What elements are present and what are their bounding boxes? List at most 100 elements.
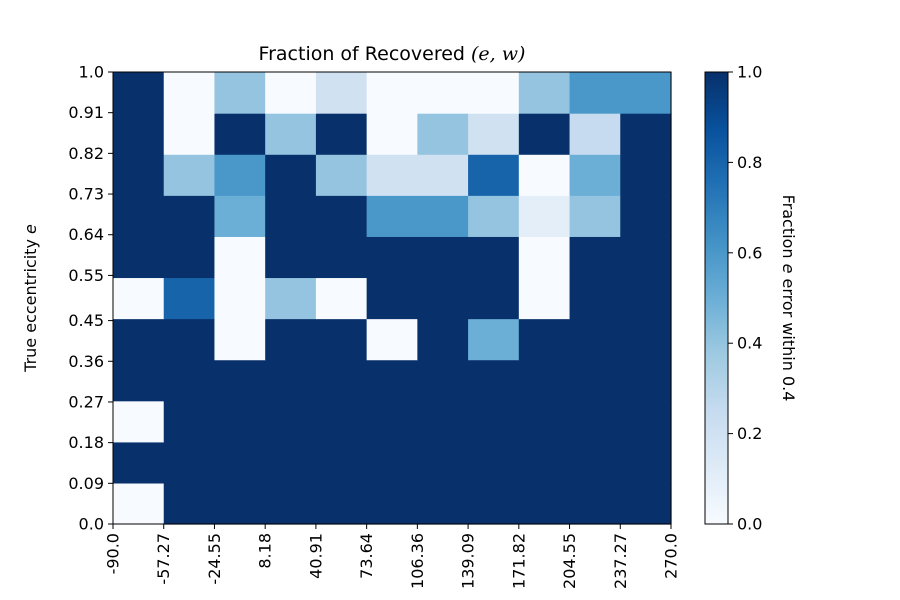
heatmap-cell-r10-c7 (468, 72, 520, 114)
heatmap-cell-r10-c4 (315, 72, 368, 114)
heatmap-cell-r9-c10 (620, 113, 672, 155)
y-axis-label-prefix: True eccentricity (21, 234, 40, 373)
heatmap-cell-r9-c9 (569, 113, 621, 155)
heatmap-cell-r6-c10 (620, 236, 672, 279)
heatmap-cell-r9-c3 (265, 113, 317, 155)
heatmap-cell-r2-c3 (265, 400, 317, 443)
heatmap-cell-r0-c3 (265, 482, 317, 525)
heatmap-cell-r0-c7 (468, 482, 520, 525)
colorbar-tick-label: 0.2 (737, 424, 762, 443)
heatmap-cell-r9-c6 (417, 113, 469, 155)
heatmap-cell-r4-c1 (163, 318, 216, 361)
heatmap-cell-r3-c3 (265, 359, 317, 402)
heatmap-cell-r10-c0 (113, 72, 165, 114)
heatmap-cell-r7-c2 (214, 195, 266, 237)
heatmap-cell-r6-c7 (468, 236, 520, 279)
heatmap-cell-r5-c3 (265, 277, 317, 320)
heatmap-cell-r4-c4 (315, 318, 368, 361)
y-tick-label: 0.45 (68, 311, 104, 330)
y-tick-label: 0.27 (68, 392, 104, 411)
heatmap-cell-r1-c8 (518, 441, 571, 484)
heatmap-cell-r0-c5 (366, 482, 418, 525)
plot-frame (112, 71, 672, 525)
heatmap-cell-r0-c8 (518, 482, 571, 525)
heatmap-cell-r5-c10 (620, 277, 672, 320)
heatmap-cell-r3-c1 (163, 359, 216, 402)
colorbar-tick-label: 0.8 (737, 153, 762, 172)
heatmap-cell-r3-c6 (417, 359, 469, 402)
heatmap-cell-r6-c4 (315, 236, 368, 279)
heatmap-cell-r3-c10 (620, 359, 672, 402)
heatmap-cell-r1-c6 (417, 441, 469, 484)
heatmap-cell-r6-c0 (113, 236, 165, 279)
heatmap-cell-r4-c0 (113, 318, 165, 361)
heatmap-cell-r9-c4 (315, 113, 368, 155)
heatmap-cell-r0-c2 (214, 482, 266, 525)
heatmap-cell-r2-c0 (113, 400, 165, 443)
heatmap-cell-r0-c1 (163, 482, 216, 525)
heatmap-cell-r9-c0 (113, 113, 165, 155)
y-tick-label: 0.0 (79, 515, 104, 534)
y-tick-label: 0.18 (68, 433, 104, 452)
heatmap-cell-r8-c9 (569, 154, 621, 196)
heatmap-cell-r8-c6 (417, 154, 469, 196)
heatmap-cell-r3-c8 (518, 359, 571, 402)
heatmap-cell-r10-c5 (366, 72, 418, 114)
heatmap-cell-r10-c10 (620, 72, 672, 114)
heatmap-cell-r10-c1 (163, 72, 216, 114)
x-axis: -90.0 -57.27 -24.55 8.18 40.91 73.64 106.36 139… (104, 524, 681, 589)
colorbar-tick-label: 0.0 (737, 515, 762, 534)
heatmap-cell-r5-c1 (163, 277, 216, 320)
y-tick-label: 0.82 (68, 144, 104, 163)
heatmap-cell-r6-c1 (163, 236, 216, 279)
y-tick-label: 0.55 (68, 266, 104, 285)
heatmap-cell-r1-c7 (468, 441, 520, 484)
heatmap-cell-r1-c1 (163, 441, 216, 484)
heatmap-cell-r3-c9 (569, 359, 621, 402)
heatmap-cell-r4-c2 (214, 318, 266, 361)
heatmap-cell-r8-c7 (468, 154, 520, 196)
heatmap-cell-r7-c4 (315, 195, 368, 237)
heatmap-cell-r0-c10 (620, 482, 672, 525)
heatmap-cell-r7-c5 (366, 195, 418, 237)
heatmap-cell-r4-c5 (366, 318, 418, 361)
heatmap-cell-r7-c0 (113, 195, 165, 237)
heatmap-cell-r8-c1 (163, 154, 216, 196)
heatmap-cell-r5-c6 (417, 277, 469, 320)
heatmap-cell-r8-c0 (113, 154, 165, 196)
heatmap-cell-r10-c3 (265, 72, 317, 114)
heatmap-cell-r2-c1 (163, 400, 216, 443)
heatmap-cell-r5-c8 (518, 277, 571, 320)
heatmap-cell-r4-c7 (468, 318, 520, 361)
heatmap-cell-r10-c6 (417, 72, 469, 114)
x-tick-label: -57.27 (154, 533, 173, 585)
heatmap-cell-r8-c2 (214, 154, 266, 196)
y-tick-label: 0.91 (68, 103, 104, 122)
heatmap-cell-r5-c0 (113, 277, 165, 320)
colorbar (704, 71, 729, 525)
chart-title-math: (e, w) (471, 43, 525, 65)
heatmap-cell-r9-c2 (214, 113, 266, 155)
heatmap-cell-r8-c5 (366, 154, 418, 196)
heatmap-cell-r2-c8 (518, 400, 571, 443)
heatmap-cell-r2-c9 (569, 400, 621, 443)
y-tick-label: 0.36 (68, 352, 104, 371)
heatmap-cell-r8-c10 (620, 154, 672, 196)
heatmap-cell-r4-c6 (417, 318, 469, 361)
colorbar-axis: 0.0 0.2 0.4 0.6 0.8 1.0 (728, 63, 762, 534)
heatmap-cell-r6-c5 (366, 236, 418, 279)
heatmap-cell-r10-c2 (214, 72, 266, 114)
x-tick-label: 237.27 (611, 533, 630, 589)
heatmap-cell-r1-c0 (113, 441, 165, 484)
heatmap-cell-r6-c6 (417, 236, 469, 279)
heatmap-cell-r10-c8 (518, 72, 571, 114)
heatmap-cell-r3-c7 (468, 359, 520, 402)
colorbar-label-part-2: e (779, 264, 798, 274)
heatmap-cell-r0-c4 (315, 482, 368, 525)
heatmap-cell-r3-c4 (315, 359, 368, 402)
heatmap-cell-r7-c9 (569, 195, 621, 237)
heatmap-cell-r1-c9 (569, 441, 621, 484)
heatmap-cell-r2-c10 (620, 400, 672, 443)
heatmap-cells (113, 72, 672, 525)
